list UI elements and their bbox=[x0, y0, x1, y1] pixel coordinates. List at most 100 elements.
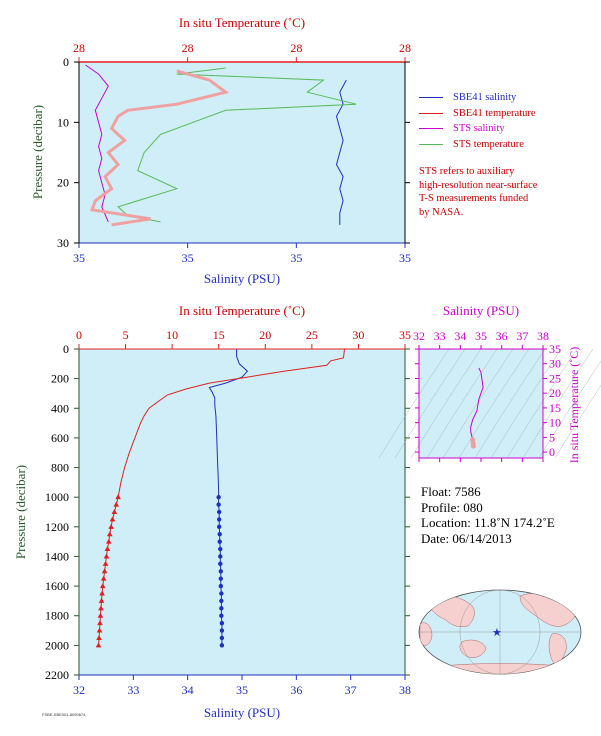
salinity-marker bbox=[216, 517, 222, 522]
ts-density-contours bbox=[378, 348, 601, 459]
left-tick-label: 2200 bbox=[45, 668, 69, 682]
profile-ticks: 0 5 10 15 20 25 30 35 32 33 34 35 36 37 38 0 200 400 600 80… bbox=[45, 328, 411, 697]
top-tick-label: 37 bbox=[516, 329, 528, 343]
bottom-tick-label: 37 bbox=[345, 683, 357, 697]
near-surface-bottom-axis-title: Salinity (PSU) bbox=[204, 271, 280, 286]
top-tick-label: 0 bbox=[76, 328, 82, 342]
top-tick-label: 28 bbox=[290, 41, 302, 55]
left-tick-label: 0 bbox=[63, 55, 69, 69]
profile-series bbox=[95, 348, 345, 648]
near-surface-chart: 28 28 28 28 35 35 35 35 0 10 20 30 In situ Temperat… bbox=[30, 15, 411, 286]
near-surface-plot-area bbox=[79, 62, 405, 243]
float-id: Float: 7586 bbox=[421, 484, 481, 499]
land-south-america bbox=[548, 633, 567, 664]
bottom-tick-label: 33 bbox=[127, 683, 139, 697]
salinity-marker bbox=[219, 620, 225, 626]
float-location: Location: 11.8˚N 174.2˚E bbox=[421, 515, 555, 530]
legend-swatch-sts-temperature bbox=[419, 143, 443, 145]
bottom-tick-label: 35 bbox=[290, 251, 302, 265]
profile-top-axis-title: In situ Temperature (˚C) bbox=[179, 303, 305, 318]
salinity-marker bbox=[217, 539, 222, 544]
map-graticule bbox=[419, 590, 581, 674]
ts-right-axis-title: In situ Temperature (˚C) bbox=[567, 347, 581, 464]
left-tick-label: 20 bbox=[57, 176, 69, 190]
right-tick-label: 5 bbox=[549, 430, 555, 444]
density-contour bbox=[426, 348, 498, 459]
sts-note-line: by NASA. bbox=[419, 206, 464, 218]
legend-label: SBE41 salinity bbox=[453, 92, 517, 103]
temperature-marker bbox=[106, 538, 112, 544]
profile-left-axis-title: Pressure (decibar) bbox=[13, 465, 28, 559]
temperature-marker bbox=[106, 531, 113, 537]
salinity-marker bbox=[218, 583, 224, 589]
left-tick-label: 1800 bbox=[45, 609, 69, 623]
bottom-tick-label: 35 bbox=[73, 251, 85, 265]
temperature-marker bbox=[97, 620, 103, 626]
bottom-tick-label: 38 bbox=[399, 683, 411, 697]
top-tick-label: 25 bbox=[306, 328, 318, 342]
sts-note: STS refers to auxiliary high-resolution … bbox=[419, 165, 589, 219]
density-contour bbox=[410, 348, 482, 459]
top-tick-label: 33 bbox=[434, 329, 446, 343]
float-info: Float: 7586 Profile: 080 Location: 11.8˚… bbox=[421, 484, 555, 546]
density-contour bbox=[378, 348, 450, 459]
left-tick-label: 1200 bbox=[45, 520, 69, 534]
left-tick-label: 30 bbox=[57, 236, 69, 250]
near-surface-top-axis-title: In situ Temperature (˚C) bbox=[179, 15, 305, 30]
temperature-marker bbox=[108, 523, 114, 529]
right-tick-label: 20 bbox=[549, 386, 561, 400]
right-tick-label: 35 bbox=[549, 342, 561, 356]
density-contour bbox=[394, 348, 466, 459]
ts-deep-marker bbox=[470, 443, 476, 449]
salinity-marker bbox=[219, 591, 224, 596]
legend-swatch-sbe41-salinity bbox=[419, 97, 443, 99]
temperature-marker bbox=[99, 583, 106, 589]
top-tick-label: 28 bbox=[73, 41, 85, 55]
left-tick-label: 1000 bbox=[45, 490, 69, 504]
top-tick-label: 38 bbox=[537, 329, 549, 343]
profile-plot-area bbox=[79, 349, 405, 675]
right-tick-label: 15 bbox=[549, 401, 561, 415]
land-australia bbox=[459, 639, 487, 658]
right-tick-label: 0 bbox=[549, 445, 555, 459]
top-tick-label: 5 bbox=[123, 328, 129, 342]
sts-note-line: STS refers to auxiliary bbox=[419, 166, 515, 177]
ts-plot-area bbox=[419, 349, 543, 458]
salinity-marker bbox=[218, 546, 223, 552]
bottom-tick-label: 34 bbox=[182, 683, 194, 697]
left-tick-label: 800 bbox=[51, 461, 69, 475]
density-contour bbox=[474, 348, 546, 459]
top-tick-label: 10 bbox=[166, 328, 178, 342]
temperature-marker bbox=[98, 605, 104, 611]
temperature-marker bbox=[109, 516, 116, 522]
density-contour bbox=[458, 348, 530, 459]
float-location-marker: ★ bbox=[492, 626, 502, 639]
top-tick-label: 36 bbox=[496, 329, 508, 343]
salinity-marker bbox=[219, 606, 224, 611]
salinity-marker bbox=[216, 502, 221, 507]
series-line-sts-temperature bbox=[117, 67, 357, 223]
sts-note-line: T-S measurements funded bbox=[419, 193, 529, 204]
salinity-marker bbox=[218, 576, 224, 581]
salinity-marker bbox=[218, 569, 224, 574]
ts-top-axis-title: Salinity (PSU) bbox=[443, 303, 519, 318]
salinity-marker bbox=[219, 613, 224, 618]
temperature-marker bbox=[102, 560, 109, 566]
bottom-tick-label: 35 bbox=[182, 251, 194, 265]
temperature-marker bbox=[113, 501, 120, 507]
salinity-marker bbox=[218, 554, 223, 559]
top-tick-label: 35 bbox=[399, 328, 411, 342]
salinity-marker bbox=[218, 561, 223, 567]
salinity-marker bbox=[216, 524, 222, 530]
legend-swatch-sbe41-temperature bbox=[419, 112, 443, 114]
bottom-tick-label: 32 bbox=[73, 683, 85, 697]
top-tick-label: 30 bbox=[352, 328, 364, 342]
left-tick-label: 0 bbox=[63, 342, 69, 356]
legend-label: STS salinity bbox=[453, 123, 505, 134]
sts-note-line: high-resolution near-surface bbox=[419, 179, 538, 191]
left-tick-label: 10 bbox=[57, 115, 69, 129]
top-tick-label: 28 bbox=[182, 41, 194, 55]
temperature-marker bbox=[97, 612, 104, 618]
left-tick-label: 1600 bbox=[45, 579, 69, 593]
salinity-marker bbox=[216, 494, 221, 500]
